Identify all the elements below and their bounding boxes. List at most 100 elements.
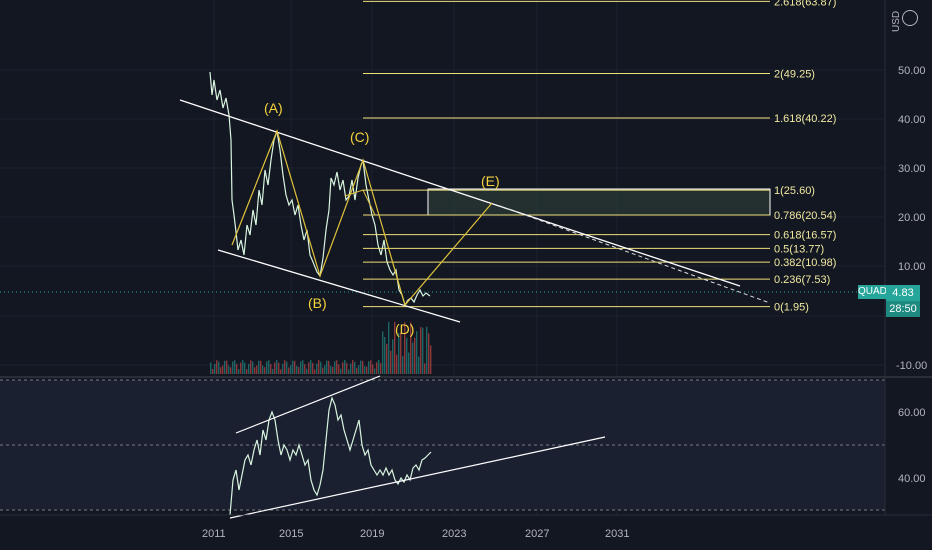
volume-bar	[270, 364, 272, 374]
volume-bar	[254, 367, 256, 374]
price-tick: 50.00	[898, 65, 926, 77]
upper-trendline	[179, 99, 741, 287]
volume-bar	[410, 322, 412, 374]
fib-label: 0.236(7.53)	[774, 274, 830, 286]
volume-bar	[356, 367, 358, 374]
volume-bar	[310, 360, 312, 374]
volume-bar	[236, 363, 238, 374]
volume-bar	[384, 336, 386, 374]
volume-bar	[212, 369, 214, 374]
volume-bar	[288, 367, 290, 374]
indicator-upper-trendline	[235, 375, 381, 434]
time-axis[interactable]: 2011 2015 2019 2023 2027 2031	[202, 528, 629, 540]
volume-bar	[414, 337, 416, 374]
volume-bar	[256, 365, 258, 374]
volume-bar	[430, 345, 432, 374]
volume-bar	[352, 360, 354, 374]
volume-bar	[214, 364, 216, 374]
time-tick: 2031	[605, 528, 629, 540]
wave-label-b: (B)	[308, 295, 327, 311]
symbol-badge: QUAD	[858, 285, 887, 299]
volume-bar	[250, 360, 252, 374]
fib-label: 0.618(16.57)	[774, 230, 836, 242]
volume-bar	[318, 360, 320, 374]
volume-bar	[400, 332, 402, 374]
volume-bar	[302, 360, 304, 374]
upper-trendline-extension	[499, 205, 771, 304]
volume-bar	[366, 366, 368, 374]
price-axis[interactable]: 50.00 40.00 30.00 20.00 10.00 -10.00	[896, 65, 927, 372]
volume-bar	[226, 360, 228, 374]
currency-icon[interactable]	[902, 10, 918, 26]
time-tick: 2027	[525, 528, 549, 540]
volume-bar	[386, 343, 388, 374]
volume-bar	[280, 369, 282, 374]
volume-bar	[230, 367, 232, 374]
volume-bar	[238, 369, 240, 374]
volume-bar	[304, 364, 306, 374]
volume-bar	[314, 369, 316, 374]
volume-bar	[234, 360, 236, 374]
volume-bar	[418, 356, 420, 374]
volume-bars	[210, 321, 432, 374]
volume-bar	[292, 360, 294, 374]
volume-bar	[276, 360, 278, 374]
wave-label-c: (C)	[350, 129, 369, 145]
fib-levels: 2.618(63.87) 2(49.25) 1.618(40.22) 1(25.60)…	[363, 0, 836, 314]
wave-label-e: (E)	[481, 173, 500, 189]
volume-bar	[354, 361, 356, 374]
volume-bar	[330, 365, 332, 374]
volume-bar	[294, 360, 296, 374]
price-tick: 10.00	[898, 261, 926, 273]
volume-bar	[406, 337, 408, 374]
volume-bar	[262, 365, 264, 374]
volume-bar	[332, 366, 334, 374]
volume-bar	[334, 361, 336, 374]
volume-bar	[222, 365, 224, 374]
volume-bar	[244, 362, 246, 374]
fib-label: 1(25.60)	[774, 185, 815, 197]
volume-bar	[372, 364, 374, 374]
volume-bar	[346, 362, 348, 374]
volume-bar	[220, 367, 222, 374]
last-price-tag: QUAD 4.83 28:50	[858, 285, 920, 317]
volume-bar	[338, 364, 340, 374]
volume-bar	[388, 321, 390, 374]
volume-bar	[248, 363, 250, 374]
volume-bar	[264, 367, 266, 374]
volume-bar	[210, 362, 212, 374]
price-tick: 30.00	[898, 163, 926, 175]
volume-bar	[390, 350, 392, 374]
volume-bar	[284, 360, 286, 374]
volume-bar	[224, 360, 226, 374]
volume-bar	[306, 368, 308, 374]
currency-label[interactable]: USD	[891, 10, 902, 32]
volume-bar	[252, 361, 254, 374]
volume-bar	[218, 361, 220, 374]
volume-bar	[348, 369, 350, 374]
volume-bar	[260, 360, 262, 374]
volume-bar	[342, 362, 344, 374]
last-price-value: 4.83	[886, 285, 920, 301]
volume-bar	[300, 361, 302, 374]
wave-labels: (A) (B) (C) (D) (E)	[264, 100, 500, 337]
time-tick: 2023	[442, 528, 466, 540]
volume-bar	[308, 362, 310, 374]
fib-label: 0(1.95)	[774, 302, 809, 314]
volume-bar	[380, 363, 382, 374]
volume-bar	[376, 362, 378, 374]
volume-bar	[240, 362, 242, 374]
volume-bar	[360, 360, 362, 374]
indicator-tick: 40.00	[898, 473, 926, 485]
price-tick: -10.00	[896, 360, 927, 372]
volume-bar	[370, 360, 372, 374]
price-series	[209, 71, 431, 307]
volume-bar	[408, 352, 410, 374]
volume-bar	[328, 360, 330, 374]
volume-bar	[426, 326, 428, 374]
volume-bar	[340, 368, 342, 374]
volume-bar	[382, 331, 384, 374]
volume-bar	[396, 354, 398, 374]
indicator-axis[interactable]: 60.00 40.00	[898, 407, 926, 485]
